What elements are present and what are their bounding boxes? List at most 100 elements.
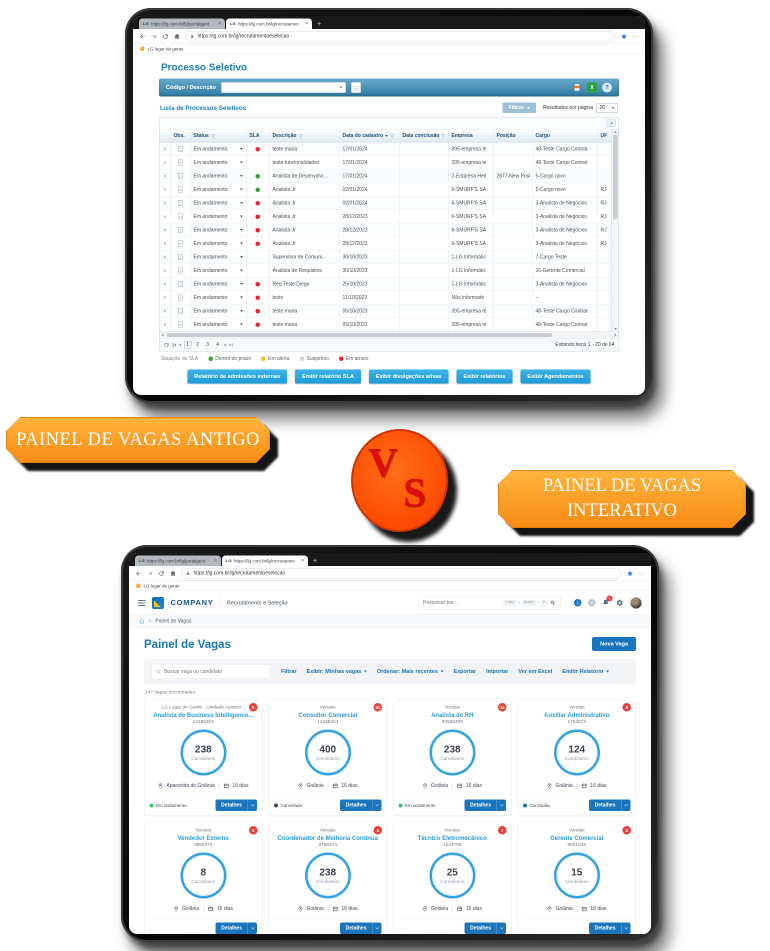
card-title[interactable]: Técnico Eletromecânico bbox=[417, 834, 487, 842]
export-pin-icon[interactable] bbox=[606, 119, 616, 127]
obs-cell[interactable] bbox=[171, 237, 191, 250]
refresh-icon[interactable] bbox=[164, 342, 170, 348]
vacancy-search[interactable] bbox=[151, 664, 271, 679]
forward-icon[interactable] bbox=[151, 33, 158, 40]
action-button[interactable]: Exibir relatórios bbox=[456, 369, 513, 384]
row-expander[interactable] bbox=[160, 304, 171, 318]
details-chevron[interactable] bbox=[372, 922, 382, 934]
toolbar-link[interactable]: Filtrar bbox=[281, 668, 297, 675]
row-expander[interactable] bbox=[160, 156, 171, 169]
status-cell[interactable]: Em andamento bbox=[191, 291, 247, 304]
table-row[interactable]: Em andamento teste maria 05/10/2023 395-… bbox=[159, 304, 612, 318]
table-row[interactable]: Em andamento Analista Jr 28/12/2023 6-SM… bbox=[159, 223, 612, 237]
new-tab-button[interactable]: + bbox=[317, 19, 322, 28]
obs-cell[interactable] bbox=[171, 318, 191, 331]
table-row[interactable]: Em andamento Supervisor de Comuni... 30/… bbox=[159, 250, 612, 264]
table-row[interactable]: Em andamento Analista de Desenvolvi... 1… bbox=[159, 169, 612, 183]
bookmark-item[interactable]: LG lugar de gente bbox=[143, 583, 180, 589]
tab-close-icon[interactable]: × bbox=[301, 558, 304, 564]
toolbar-link[interactable]: Ordenar: Mais recentes bbox=[377, 669, 444, 675]
scrollbar-thumb[interactable] bbox=[613, 134, 618, 220]
status-cell[interactable]: Em andamento bbox=[191, 277, 247, 291]
action-button[interactable]: Exibir Agendamentos bbox=[520, 369, 591, 384]
notepad-icon-button[interactable] bbox=[350, 82, 361, 93]
scrollbar-thumb[interactable] bbox=[166, 333, 553, 337]
code-select[interactable] bbox=[220, 82, 346, 93]
table-row[interactable]: Em andamento Analista Jr 28/12/2023 6-SM… bbox=[159, 237, 612, 251]
bookmark-star-icon[interactable] bbox=[627, 570, 634, 577]
status-cell[interactable]: Em andamento bbox=[191, 156, 247, 169]
table-row[interactable]: Em andamento teste maria 17/01/2024 395-… bbox=[159, 142, 612, 156]
filter-funnel-icon[interactable] bbox=[390, 133, 395, 138]
details-button[interactable]: Detalhes bbox=[589, 922, 631, 934]
status-cell[interactable]: Em andamento bbox=[191, 264, 247, 277]
bookmark-item[interactable]: LG lugar de gente bbox=[147, 46, 184, 52]
avatar[interactable] bbox=[630, 596, 642, 609]
details-button[interactable]: Detalhes bbox=[589, 799, 631, 811]
status-cell[interactable]: Em andamento bbox=[191, 237, 247, 250]
first-page-button[interactable] bbox=[172, 342, 176, 347]
scroll-left-icon[interactable] bbox=[161, 333, 164, 337]
obs-cell[interactable] bbox=[171, 156, 191, 169]
card-title[interactable]: Analista de Business Intelligence... bbox=[153, 711, 254, 719]
breadcrumb-current[interactable]: Painel de Vagas bbox=[155, 618, 192, 625]
details-button[interactable]: Detalhes bbox=[215, 799, 257, 811]
filters-button[interactable]: Filtros bbox=[502, 102, 536, 113]
status-cell[interactable]: Em andamento bbox=[191, 318, 247, 331]
details-button[interactable]: Detalhes bbox=[340, 799, 382, 811]
status-cell[interactable]: Em andamento bbox=[191, 169, 247, 183]
action-button[interactable]: Emitir relatório SLA bbox=[295, 369, 361, 384]
forward-icon[interactable] bbox=[147, 570, 154, 577]
home-icon[interactable] bbox=[174, 33, 181, 40]
table-row[interactable]: Em andamento teste funcionalidades 17/01… bbox=[159, 156, 612, 170]
details-chevron[interactable] bbox=[621, 799, 631, 811]
browser-tab[interactable]: LG https://lg.com.br/lg/portalgent × bbox=[139, 18, 225, 29]
details-chevron[interactable] bbox=[496, 922, 506, 934]
table-row[interactable]: Em andamento teste maria 05/10/2023 395-… bbox=[159, 318, 612, 332]
row-expander[interactable] bbox=[160, 318, 171, 331]
action-button[interactable]: Relatório de admissões externas bbox=[187, 369, 288, 384]
details-chevron[interactable] bbox=[496, 799, 506, 811]
table-header-cell[interactable]: Descrição bbox=[270, 129, 340, 142]
new-tab-button[interactable]: + bbox=[313, 556, 318, 565]
global-search[interactable]: CTRL+SHIFT+F bbox=[418, 595, 561, 610]
row-expander[interactable] bbox=[160, 250, 171, 264]
row-expander[interactable] bbox=[160, 142, 171, 156]
row-expander[interactable] bbox=[160, 210, 171, 223]
table-row[interactable]: Em andamento teste 11/10/2023 Não inform… bbox=[159, 291, 612, 305]
status-cell[interactable]: Em andamento bbox=[191, 142, 247, 156]
address-bar[interactable]: https://lg.com.br/lg/recrutamentoeseleca… bbox=[181, 568, 622, 579]
card-title[interactable]: Analista de RH bbox=[431, 711, 474, 719]
toolbar-link[interactable]: Emitir Relatório bbox=[562, 669, 609, 675]
obs-cell[interactable] bbox=[171, 304, 191, 318]
action-button[interactable]: Exibir divulgações ativas bbox=[368, 369, 449, 384]
browser-tab-active[interactable]: LG https://lg.com.br/lg/recrutamen × bbox=[222, 555, 308, 566]
back-icon[interactable] bbox=[135, 570, 142, 577]
scroll-down-icon[interactable] bbox=[613, 328, 617, 330]
details-chevron[interactable] bbox=[247, 922, 257, 934]
horizontal-scrollbar[interactable] bbox=[159, 331, 619, 338]
scroll-up-icon[interactable] bbox=[613, 131, 617, 133]
reload-icon[interactable] bbox=[162, 33, 169, 40]
card-title[interactable]: Consultor Comercial bbox=[298, 711, 358, 719]
bell-icon[interactable]: 1 bbox=[602, 595, 613, 608]
toolbar-link[interactable]: Importar bbox=[486, 668, 509, 675]
print-icon[interactable] bbox=[572, 83, 582, 93]
details-chevron[interactable] bbox=[247, 799, 257, 811]
table-row[interactable]: Em andamento Analista Jr 02/01/2024 6-SM… bbox=[159, 196, 612, 210]
card-title[interactable]: Auxiliar Administrativo bbox=[544, 711, 610, 719]
table-row[interactable]: Em andamento Req Teste Diego 25/10/2023 … bbox=[159, 277, 612, 291]
details-button[interactable]: Detalhes bbox=[464, 922, 506, 934]
nova-vaga-button[interactable]: Nova Vaga bbox=[592, 637, 636, 651]
next-page-button[interactable] bbox=[224, 343, 227, 347]
last-page-button[interactable] bbox=[229, 342, 233, 347]
obs-cell[interactable] bbox=[171, 264, 191, 277]
details-button[interactable]: Detalhes bbox=[464, 799, 506, 811]
obs-cell[interactable] bbox=[171, 183, 191, 196]
toolbar-link[interactable]: Exibir: Minhas vagas bbox=[307, 669, 367, 675]
page-number[interactable]: 4 bbox=[216, 342, 219, 348]
obs-cell[interactable] bbox=[171, 196, 191, 210]
details-button[interactable]: Detalhes bbox=[215, 922, 257, 934]
home-icon[interactable] bbox=[170, 570, 177, 577]
bookmark-star-icon[interactable] bbox=[621, 33, 628, 40]
